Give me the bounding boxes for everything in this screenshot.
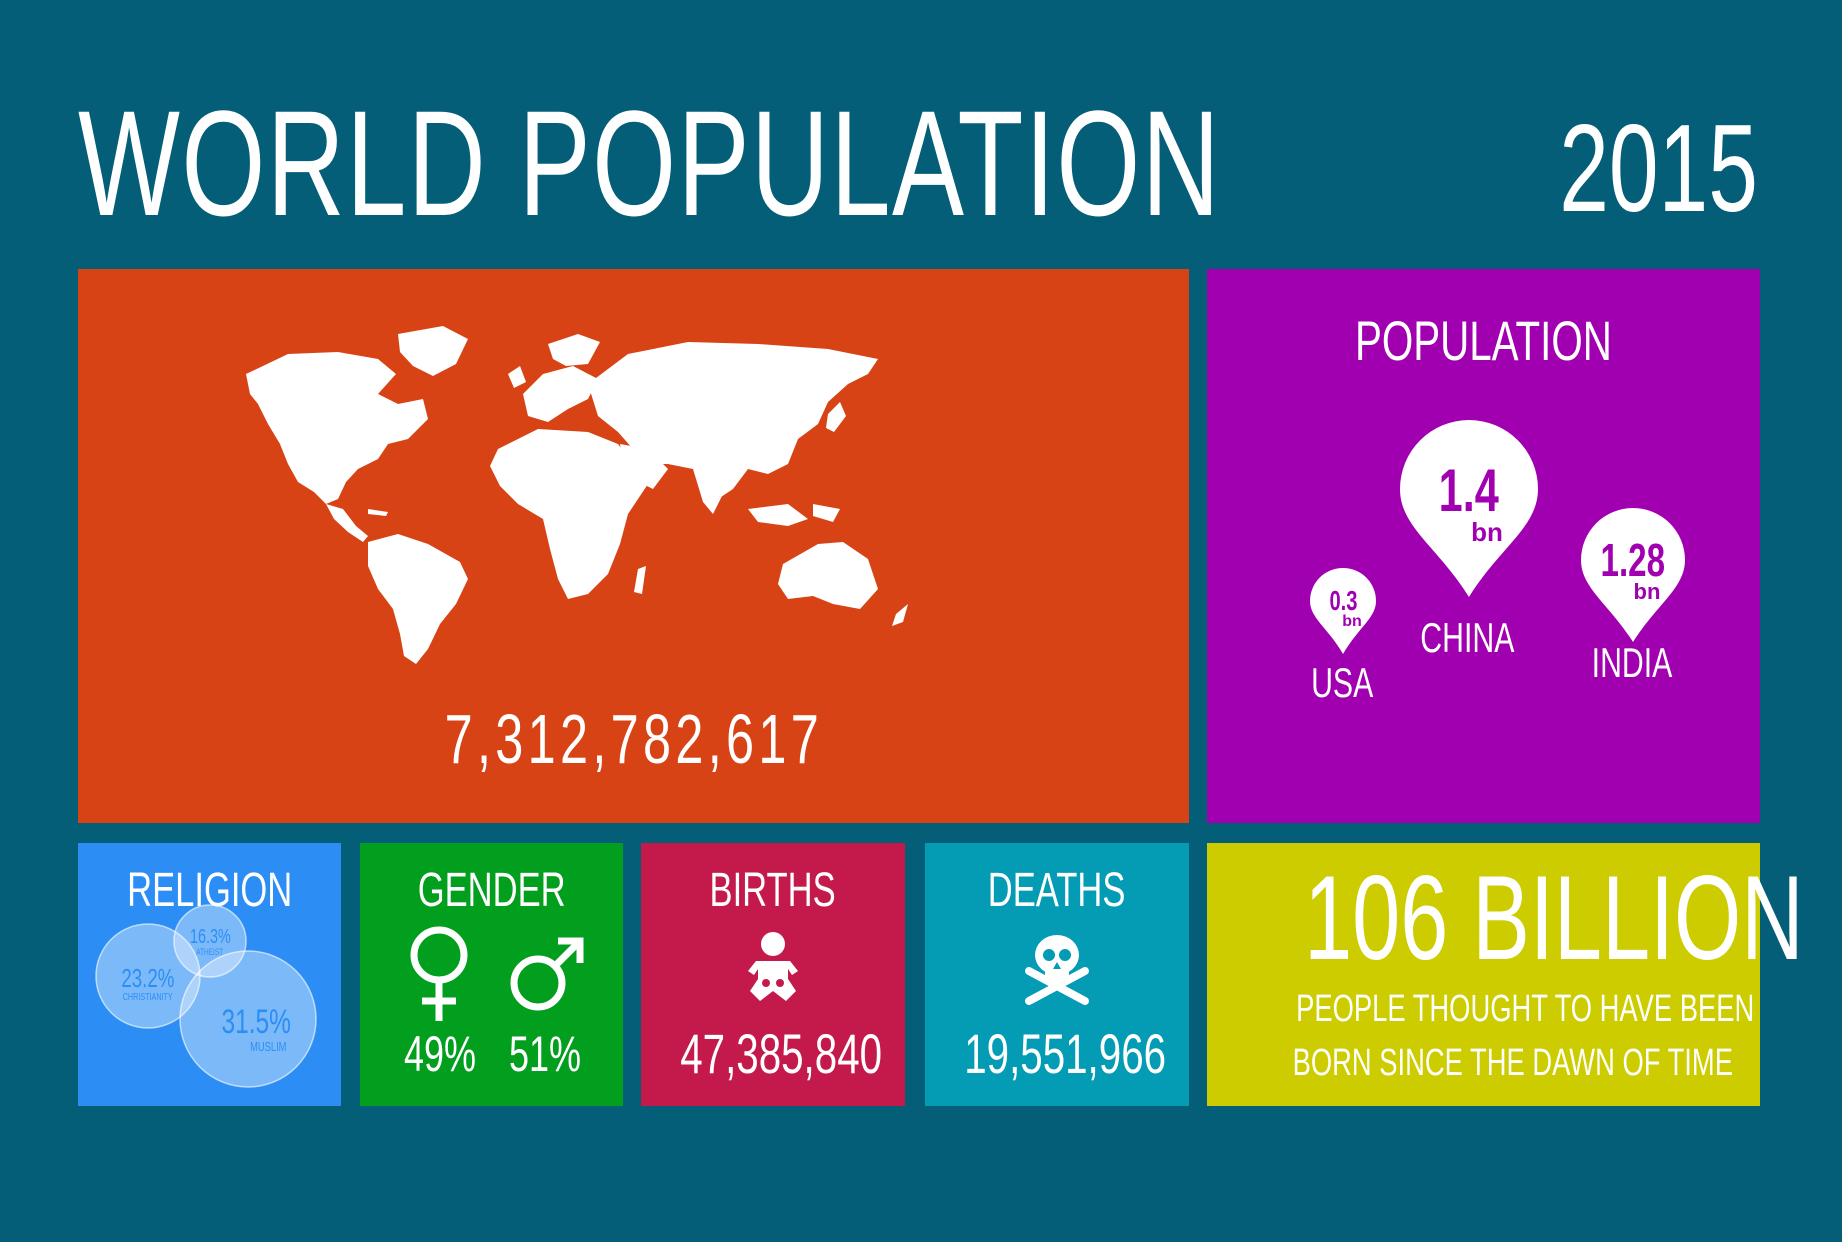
skull-crossbones-icon bbox=[1025, 935, 1089, 1005]
world-map-icon bbox=[246, 326, 908, 664]
world-map-tile: 7,312,782,617 bbox=[78, 269, 1189, 823]
page-title: WORLD POPULATION bbox=[78, 79, 1222, 247]
female-percentage: 49% bbox=[403, 1026, 477, 1082]
deaths-heading: DEATHS bbox=[988, 864, 1126, 917]
muslim-label: MUSLIM bbox=[249, 1039, 287, 1054]
muslim-bubble bbox=[179, 950, 317, 1088]
atheist-bubble bbox=[173, 904, 247, 978]
india-label: INDIA bbox=[1591, 639, 1673, 686]
christianity-value: 23.2% bbox=[121, 963, 175, 993]
historical-births-line-2: BORN SINCE THE DAWN OF TIME bbox=[1292, 1042, 1733, 1084]
usa-label: USA bbox=[1310, 659, 1374, 706]
deaths-tile: DEATHS 19,551,966 bbox=[925, 843, 1189, 1106]
historical-births-line-1: PEOPLE THOUGHT TO HAVE BEEN bbox=[1296, 988, 1755, 1030]
usa-population-value: 0.3 bbox=[1328, 585, 1358, 616]
population-tile: POPULATION 0.3 bn USA 1.4 bn CHINA 1.28 … bbox=[1207, 269, 1760, 823]
religion-heading: RELIGION bbox=[126, 864, 293, 917]
gender-tile: GENDER 49% 51% bbox=[360, 843, 623, 1106]
male-symbol-icon bbox=[510, 937, 584, 1011]
christianity-label: CHRISTIANITY bbox=[122, 992, 173, 1003]
births-heading: BIRTHS bbox=[709, 864, 837, 917]
atheist-value: 16.3% bbox=[189, 926, 231, 948]
world-population-total: 7,312,782,617 bbox=[444, 700, 823, 778]
china-pin-icon bbox=[1400, 420, 1538, 597]
births-tile: BIRTHS 47,385,840 bbox=[641, 843, 905, 1106]
baby-icon bbox=[748, 932, 798, 1001]
india-population-value: 1.28 bbox=[1600, 534, 1666, 586]
historical-births-value: 106 BILLION bbox=[1304, 851, 1804, 985]
year-label: 2015 bbox=[1559, 100, 1758, 238]
deaths-value: 19,551,966 bbox=[964, 1022, 1167, 1085]
female-symbol-icon bbox=[410, 926, 468, 1021]
muslim-value: 31.5% bbox=[221, 1003, 291, 1041]
china-population-unit: bn bbox=[1471, 517, 1503, 547]
population-heading: POPULATION bbox=[1355, 309, 1612, 372]
china-label: CHINA bbox=[1419, 614, 1515, 661]
births-value: 47,385,840 bbox=[680, 1022, 883, 1085]
atheist-label: ATHEIST bbox=[196, 947, 224, 957]
historical-births-tile: 106 BILLION PEOPLE THOUGHT TO HAVE BEEN … bbox=[1207, 843, 1804, 1106]
male-percentage: 51% bbox=[508, 1026, 582, 1082]
india-pin-icon bbox=[1581, 508, 1685, 642]
usa-pin-icon bbox=[1310, 568, 1376, 654]
india-population-unit: bn bbox=[1633, 579, 1661, 604]
china-population-value: 1.4 bbox=[1438, 457, 1500, 524]
religion-tile: RELIGION 23.2% CHRISTIANITY 16.3% ATHEIS… bbox=[78, 843, 341, 1106]
religion-bubbles bbox=[95, 904, 317, 1088]
usa-population-unit: bn bbox=[1342, 613, 1362, 630]
gender-heading: GENDER bbox=[417, 864, 566, 917]
